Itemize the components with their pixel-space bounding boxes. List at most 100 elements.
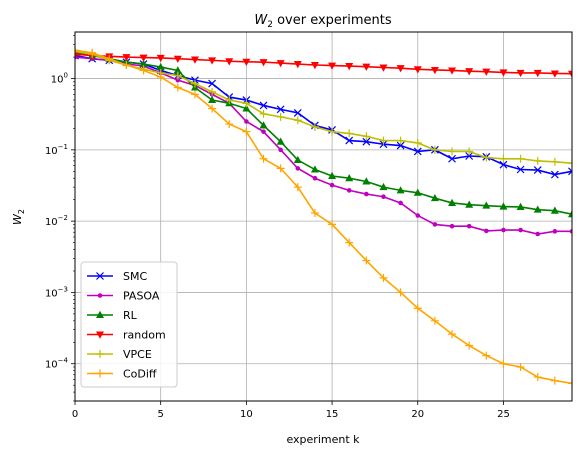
data-point <box>96 310 104 318</box>
data-point <box>413 304 422 313</box>
data-point <box>465 341 474 350</box>
y-tick-label: 10−2 <box>45 214 68 228</box>
data-point <box>310 61 319 70</box>
legend-item: VPCE <box>87 348 152 361</box>
data-point <box>398 200 403 206</box>
legend-label: RL <box>123 309 138 322</box>
data-point <box>310 165 319 173</box>
legend-item: CoDiff <box>87 368 157 381</box>
data-point <box>482 153 491 162</box>
series-vpce <box>75 47 572 168</box>
data-point <box>96 331 104 339</box>
data-point <box>208 79 217 88</box>
data-point <box>244 119 249 124</box>
data-point <box>516 154 525 163</box>
data-point <box>75 51 79 59</box>
data-point <box>208 95 217 104</box>
data-point <box>259 59 268 67</box>
data-point <box>310 122 319 131</box>
data-point <box>345 63 354 71</box>
data-point <box>413 138 422 147</box>
data-point <box>190 90 199 99</box>
data-point <box>533 156 542 165</box>
data-point <box>465 68 474 76</box>
data-point <box>413 147 422 156</box>
data-point <box>569 229 572 234</box>
x-tick-label: 5 <box>158 409 164 420</box>
data-point <box>75 47 79 56</box>
data-point <box>568 167 572 176</box>
data-point <box>328 127 337 136</box>
data-point <box>139 66 148 75</box>
data-point <box>396 136 405 145</box>
data-point <box>345 238 354 247</box>
data-point <box>175 77 181 83</box>
data-point <box>242 104 251 112</box>
legend-label: random <box>123 329 166 342</box>
y-axis-label: W2 <box>11 209 26 225</box>
data-point <box>499 154 508 163</box>
data-point <box>276 164 285 173</box>
data-point <box>293 116 302 125</box>
data-point <box>105 54 114 63</box>
x-axis: 0 5 10 15 20 25 <box>72 401 510 420</box>
data-point <box>381 194 386 200</box>
data-point <box>465 152 474 160</box>
data-point <box>550 70 559 78</box>
data-point <box>516 69 525 78</box>
data-point <box>533 166 542 175</box>
data-point <box>259 154 268 163</box>
data-point <box>568 379 572 388</box>
data-point <box>550 206 559 214</box>
data-point <box>276 112 285 121</box>
data-point <box>448 67 457 75</box>
data-point <box>312 175 318 181</box>
legend-item: SMC <box>87 270 147 283</box>
y-axis: 10−4 10−3 10−2 10−1 100 <box>45 35 75 402</box>
data-point <box>96 369 104 378</box>
data-point <box>96 272 104 280</box>
legend-label: VPCE <box>123 348 152 361</box>
data-point <box>396 65 405 73</box>
data-point <box>345 129 354 138</box>
data-point <box>430 66 439 75</box>
data-point <box>449 223 455 229</box>
data-point <box>533 373 542 382</box>
data-point <box>518 227 523 233</box>
data-point <box>499 160 508 169</box>
data-point <box>448 198 457 206</box>
data-point <box>346 188 352 193</box>
data-point <box>448 147 457 156</box>
data-point <box>568 210 572 218</box>
data-point <box>96 350 104 358</box>
data-point <box>97 293 103 298</box>
x-tick-label: 25 <box>497 409 510 420</box>
data-point <box>362 63 371 71</box>
data-point <box>516 165 525 174</box>
series-lines <box>75 46 572 388</box>
data-point <box>208 104 217 113</box>
data-point <box>88 48 97 57</box>
data-point <box>516 202 525 210</box>
legend-box <box>80 261 178 388</box>
data-point <box>190 79 199 88</box>
data-point <box>259 101 268 110</box>
data-point <box>552 229 558 234</box>
data-point <box>293 183 302 192</box>
legend-item: PASOA <box>87 290 160 303</box>
data-point <box>482 68 491 76</box>
data-point <box>430 193 439 202</box>
data-point <box>208 87 217 96</box>
data-point <box>295 166 301 171</box>
data-point <box>448 330 457 339</box>
legend-label: CoDiff <box>123 368 157 381</box>
data-point <box>156 62 165 71</box>
data-point <box>310 209 319 218</box>
data-point <box>379 182 388 191</box>
data-point <box>396 288 405 297</box>
data-point <box>345 136 354 145</box>
data-point <box>259 109 268 118</box>
series-random <box>75 51 572 78</box>
data-point <box>568 70 572 78</box>
data-point <box>379 273 388 282</box>
